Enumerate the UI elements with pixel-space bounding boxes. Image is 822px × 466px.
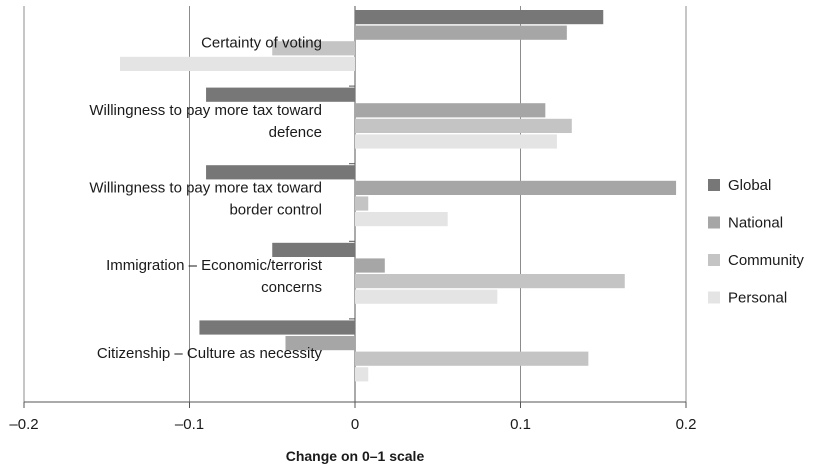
legend-label-global: Global	[728, 177, 771, 194]
bar-personal	[355, 367, 369, 382]
bar-community	[355, 118, 572, 133]
legend-label-community: Community	[728, 252, 804, 269]
category-label: concerns	[261, 279, 322, 296]
x-tick-label: 0	[351, 416, 359, 433]
x-tick-label: 0.1	[510, 416, 531, 433]
bar-national	[355, 180, 677, 195]
category-label: Willingness to pay more tax toward	[89, 102, 322, 119]
bar-community	[355, 274, 625, 289]
bar-community	[355, 196, 369, 211]
bar-national	[355, 25, 567, 40]
bar-global	[355, 10, 604, 25]
bar-personal	[355, 134, 557, 149]
category-labels: Certainty of voting Willingness to pay mo…	[89, 34, 322, 361]
bar-global	[199, 320, 355, 335]
legend-swatch-national	[708, 216, 720, 229]
bar-personal	[355, 212, 448, 227]
x-axis: –0.2 –0.1 0 0.1 0.2	[9, 85, 697, 433]
category-label: defence	[269, 124, 322, 141]
legend-swatch-global	[708, 179, 720, 191]
bar-community	[355, 351, 589, 366]
bars	[119, 10, 677, 382]
category-label: border control	[229, 202, 322, 219]
category-label: Certainty of voting	[201, 34, 322, 51]
legend-swatch-community	[708, 254, 720, 266]
bar-personal	[355, 289, 498, 304]
bar-global	[206, 165, 355, 180]
category-label: Willingness to pay more tax toward	[89, 180, 322, 197]
legend-label-national: National	[728, 215, 783, 232]
bar-global	[272, 242, 355, 257]
bar-national	[355, 103, 546, 118]
legend: Global National Community Personal	[708, 177, 804, 307]
x-tick-label: 0.2	[676, 416, 697, 433]
bar-national	[285, 336, 355, 351]
legend-label-personal: Personal	[728, 290, 787, 307]
x-tick-label: –0.1	[175, 416, 204, 433]
x-axis-title: Change on 0–1 scale	[286, 448, 425, 464]
legend-swatch-personal	[708, 291, 720, 304]
x-tick-label: –0.2	[9, 416, 38, 433]
category-label: Citizenship – Culture as necessity	[97, 345, 323, 362]
bar-global	[206, 87, 355, 102]
bar-personal	[119, 56, 356, 71]
bar-national	[355, 258, 385, 273]
bar-community	[272, 41, 355, 56]
category-label: Immigration – Economic/terrorist	[106, 257, 323, 274]
